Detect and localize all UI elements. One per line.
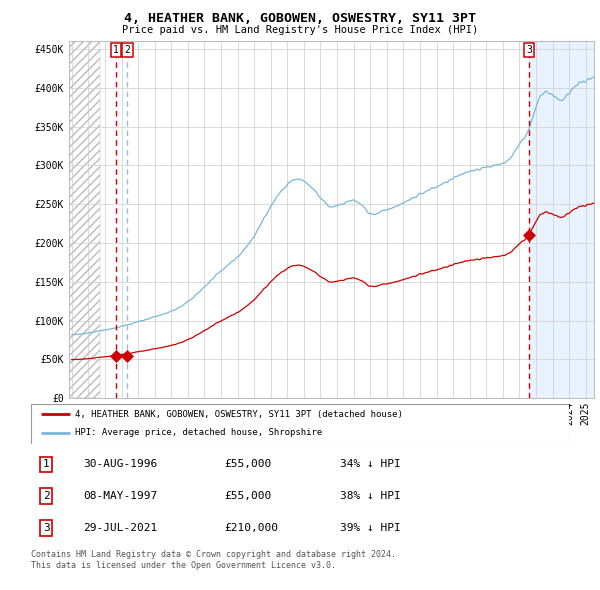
Text: £55,000: £55,000 [225,460,272,470]
Text: 1: 1 [43,460,50,470]
Text: Contains HM Land Registry data © Crown copyright and database right 2024.: Contains HM Land Registry data © Crown c… [31,550,396,559]
Text: 30-AUG-1996: 30-AUG-1996 [83,460,158,470]
Text: 38% ↓ HPI: 38% ↓ HPI [340,491,401,501]
Text: £55,000: £55,000 [225,491,272,501]
Text: 08-MAY-1997: 08-MAY-1997 [83,491,158,501]
Bar [529,41,594,398]
Text: 3: 3 [43,523,50,533]
Text: 2: 2 [43,491,50,501]
Text: HPI: Average price, detached house, Shropshire: HPI: Average price, detached house, Shro… [75,428,323,437]
Text: 2: 2 [125,45,130,55]
Text: 1: 1 [113,45,119,55]
Text: 29-JUL-2021: 29-JUL-2021 [83,523,158,533]
Text: Price paid vs. HM Land Registry's House Price Index (HPI): Price paid vs. HM Land Registry's House … [122,25,478,35]
Text: 3: 3 [526,45,532,55]
Text: 34% ↓ HPI: 34% ↓ HPI [340,460,401,470]
Text: 39% ↓ HPI: 39% ↓ HPI [340,523,401,533]
Text: £210,000: £210,000 [225,523,279,533]
Text: This data is licensed under the Open Government Licence v3.0.: This data is licensed under the Open Gov… [31,560,336,569]
Text: 4, HEATHER BANK, GOBOWEN, OSWESTRY, SY11 3PT (detached house): 4, HEATHER BANK, GOBOWEN, OSWESTRY, SY11… [75,410,403,419]
Text: 4, HEATHER BANK, GOBOWEN, OSWESTRY, SY11 3PT: 4, HEATHER BANK, GOBOWEN, OSWESTRY, SY11… [124,12,476,25]
